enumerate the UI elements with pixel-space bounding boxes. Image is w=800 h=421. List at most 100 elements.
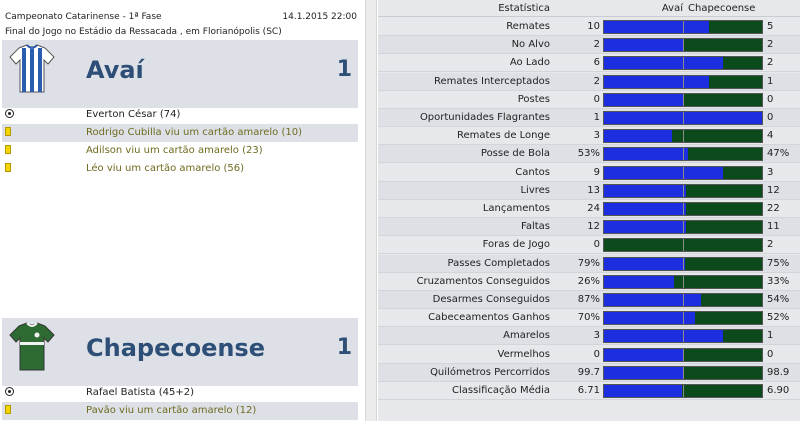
stats-header: Estatística Avaí Chapecoense: [378, 0, 800, 17]
stats-header-away[interactable]: Chapecoense: [688, 3, 756, 14]
stat-bar-midline: [683, 130, 684, 143]
stat-bar-midline: [683, 184, 684, 197]
stat-home-value: 10: [587, 21, 600, 32]
stat-bar-midline: [683, 348, 684, 361]
stats-header-home[interactable]: Avaí: [661, 3, 683, 14]
stat-away-value: 0: [767, 348, 774, 360]
yellow-card-icon: [5, 145, 11, 154]
stat-label: Foras de Jogo: [482, 239, 550, 251]
stat-comparison-bar: [603, 384, 763, 398]
stat-label: Desarmes Conseguidos: [432, 294, 550, 305]
competition-title: Campeonato Catarinense - 1ª Fase: [5, 12, 162, 22]
stat-comparison-bar: [603, 293, 763, 307]
yellow-card-icon: [5, 127, 11, 136]
stat-home-value: 0: [593, 93, 600, 105]
stat-bar-midline: [683, 21, 684, 33]
stat-row: Remates de Longe 3 4: [378, 127, 800, 146]
stat-home-value: 70%: [577, 312, 600, 324]
stat-home-value: 13: [587, 184, 600, 196]
stat-row: Cruzamentos Conseguidos 26% 33%: [378, 273, 800, 291]
stat-label: Remates Interceptados: [434, 75, 550, 87]
stat-label: Passes Completados: [447, 257, 550, 269]
stat-home-fill: [604, 203, 686, 215]
stat-away-value: 47%: [767, 148, 790, 160]
stat-label: Amarelos: [503, 330, 550, 342]
stat-home-value: 12: [587, 221, 600, 233]
stat-label: Cantos: [515, 166, 550, 178]
stat-row: Classificação Média 6.71 6.90: [378, 382, 800, 400]
stat-home-value: 53%: [577, 148, 600, 160]
stat-label: Vermelhos: [497, 348, 551, 360]
stat-label: Cruzamentos Conseguidos: [416, 275, 550, 287]
match-datetime: 14.1.2015 22:00: [282, 12, 357, 22]
stat-comparison-bar: [603, 56, 763, 71]
stat-home-fill: [604, 330, 723, 343]
stat-home-value: 87%: [577, 294, 600, 305]
stat-bar-midline: [683, 330, 684, 343]
stat-row: No Alvo 2 2: [378, 36, 800, 55]
stat-label: Remates de Longe: [456, 130, 550, 142]
stat-away-value: 3: [767, 166, 774, 178]
home-team-block[interactable]: Avaí 1: [2, 40, 358, 108]
stat-home-fill: [604, 257, 685, 270]
stat-comparison-bar: [603, 256, 763, 271]
stat-home-fill: [604, 57, 723, 70]
stat-away-value: 12: [767, 184, 780, 196]
home-team-name[interactable]: Avaí: [86, 56, 144, 84]
home-team-score: 1: [336, 57, 352, 82]
stat-row: Passes Completados 79% 75%: [378, 254, 800, 273]
stat-bar-midline: [683, 239, 684, 252]
stat-row: Ao Lado 6 2: [378, 54, 800, 73]
stat-label: Lançamentos: [482, 203, 550, 214]
stat-comparison-bar: [603, 111, 763, 125]
stat-comparison-bar: [603, 147, 763, 162]
stat-bar-midline: [683, 39, 684, 52]
stat-bar-midline: [683, 221, 684, 234]
stat-row: Posse de Bola 53% 47%: [378, 145, 800, 164]
away-team-name[interactable]: Chapecoense: [86, 334, 265, 362]
stat-away-value: 2: [767, 57, 774, 69]
stat-away-value: 75%: [767, 257, 790, 269]
away-event-card: Pavão viu um cartão amarelo (12): [2, 402, 358, 420]
stat-bar-midline: [683, 166, 684, 179]
stat-row: Cabeceamentos Ganhos 70% 52%: [378, 309, 800, 328]
stat-bar-midline: [683, 294, 684, 306]
away-event-goal: Rafael Batista (45+2): [2, 384, 358, 402]
stat-label: Quilómetros Percorridos: [430, 366, 550, 378]
stat-home-value: 3: [593, 130, 600, 142]
stat-away-value: 98.9: [767, 366, 790, 378]
home-event-card: Léo viu um cartão amarelo (56): [2, 160, 358, 178]
stat-home-fill: [604, 130, 672, 143]
home-event-card: Rodrigo Cubilla viu um cartão amarelo (1…: [2, 124, 358, 142]
away-team-score: 1: [336, 335, 352, 360]
stat-home-value: 99.7: [577, 366, 600, 378]
away-shirt-icon: [9, 322, 55, 371]
stat-label: Ao Lado: [509, 57, 550, 69]
event-text: Adilson viu um cartão amarelo (23): [86, 145, 263, 156]
stat-comparison-bar: [603, 238, 763, 253]
stat-row: Remates Interceptados 2 1: [378, 72, 800, 91]
panel-divider[interactable]: [365, 0, 377, 421]
stat-label: Classificação Média: [452, 385, 550, 396]
stat-home-value: 3: [593, 330, 600, 342]
stat-label: Posse de Bola: [480, 148, 550, 160]
stat-away-value: 1: [767, 75, 774, 87]
stat-home-fill: [604, 166, 723, 179]
stat-home-value: 79%: [577, 257, 600, 269]
stat-label: No Alvo: [511, 39, 550, 51]
goal-ball-icon: [5, 109, 14, 118]
match-summary-panel: Campeonato Catarinense - 1ª Fase 14.1.20…: [0, 0, 365, 421]
stat-row: Desarmes Conseguidos 87% 54%: [378, 291, 800, 309]
stat-home-fill: [604, 75, 709, 88]
event-text: Rodrigo Cubilla viu um cartão amarelo (1…: [86, 127, 303, 138]
stat-row: Foras de Jogo 0 2: [378, 236, 800, 255]
home-shirt-icon: [9, 44, 55, 93]
stat-comparison-bar: [603, 38, 763, 53]
stat-row: Faltas 12 11: [378, 218, 800, 237]
away-team-block[interactable]: Chapecoense 1: [2, 318, 358, 386]
stat-comparison-bar: [603, 220, 763, 235]
stat-bar-midline: [683, 312, 684, 325]
stat-home-value: 26%: [577, 275, 600, 287]
stat-home-fill: [604, 221, 686, 234]
stat-home-value: 2: [593, 75, 600, 87]
